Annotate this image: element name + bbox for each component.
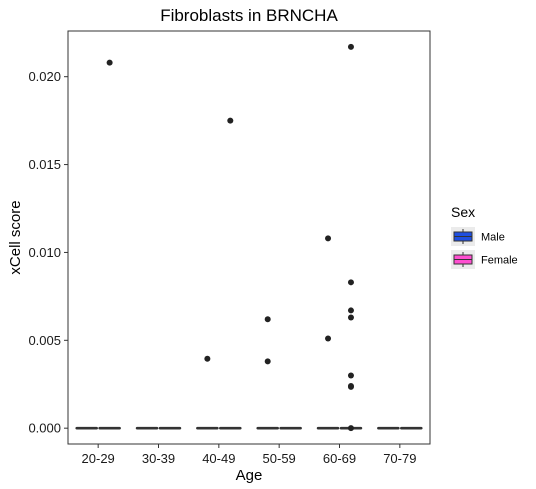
outlier-point <box>264 358 271 365</box>
y-tick-label: 0.010 <box>28 245 61 260</box>
outlier-point <box>204 355 211 362</box>
outlier-point <box>227 117 234 124</box>
x-tick-label: 70-79 <box>383 451 416 466</box>
x-tick-label: 20-29 <box>82 451 115 466</box>
outlier-point <box>347 279 354 286</box>
outlier-point <box>264 316 271 323</box>
legend: Sex Male Female <box>451 204 518 269</box>
outlier-points <box>106 43 354 432</box>
y-axis-title: xCell score <box>7 200 24 274</box>
legend-label-female: Female <box>481 255 518 267</box>
y-axis: 0.000 0.005 0.010 0.015 0.020 <box>28 69 68 436</box>
y-tick-label: 0.000 <box>28 421 61 436</box>
chart-title: Fibroblasts in BRNCHA <box>160 6 338 25</box>
x-tick-label: 40-49 <box>202 451 235 466</box>
x-tick-label: 50-59 <box>263 451 296 466</box>
outlier-point <box>347 372 354 379</box>
x-axis: 20-29 30-39 40-49 50-59 60-69 70-79 <box>82 444 416 466</box>
outlier-point <box>325 235 332 242</box>
outlier-point <box>347 314 354 321</box>
plot-panel <box>67 30 431 445</box>
x-tick-label: 60-69 <box>323 451 356 466</box>
outlier-point <box>347 383 354 390</box>
outlier-point <box>106 59 113 66</box>
y-tick-label: 0.020 <box>28 69 61 84</box>
legend-label-male: Male <box>481 232 505 244</box>
y-tick-label: 0.015 <box>28 157 61 172</box>
x-axis-title: Age <box>236 467 263 484</box>
y-tick-label: 0.005 <box>28 333 61 348</box>
outlier-point <box>347 43 354 50</box>
outlier-point <box>347 425 354 432</box>
legend-title: Sex <box>451 204 475 220</box>
outlier-point <box>325 335 332 342</box>
x-tick-label: 30-39 <box>142 451 175 466</box>
outlier-point <box>347 307 354 314</box>
